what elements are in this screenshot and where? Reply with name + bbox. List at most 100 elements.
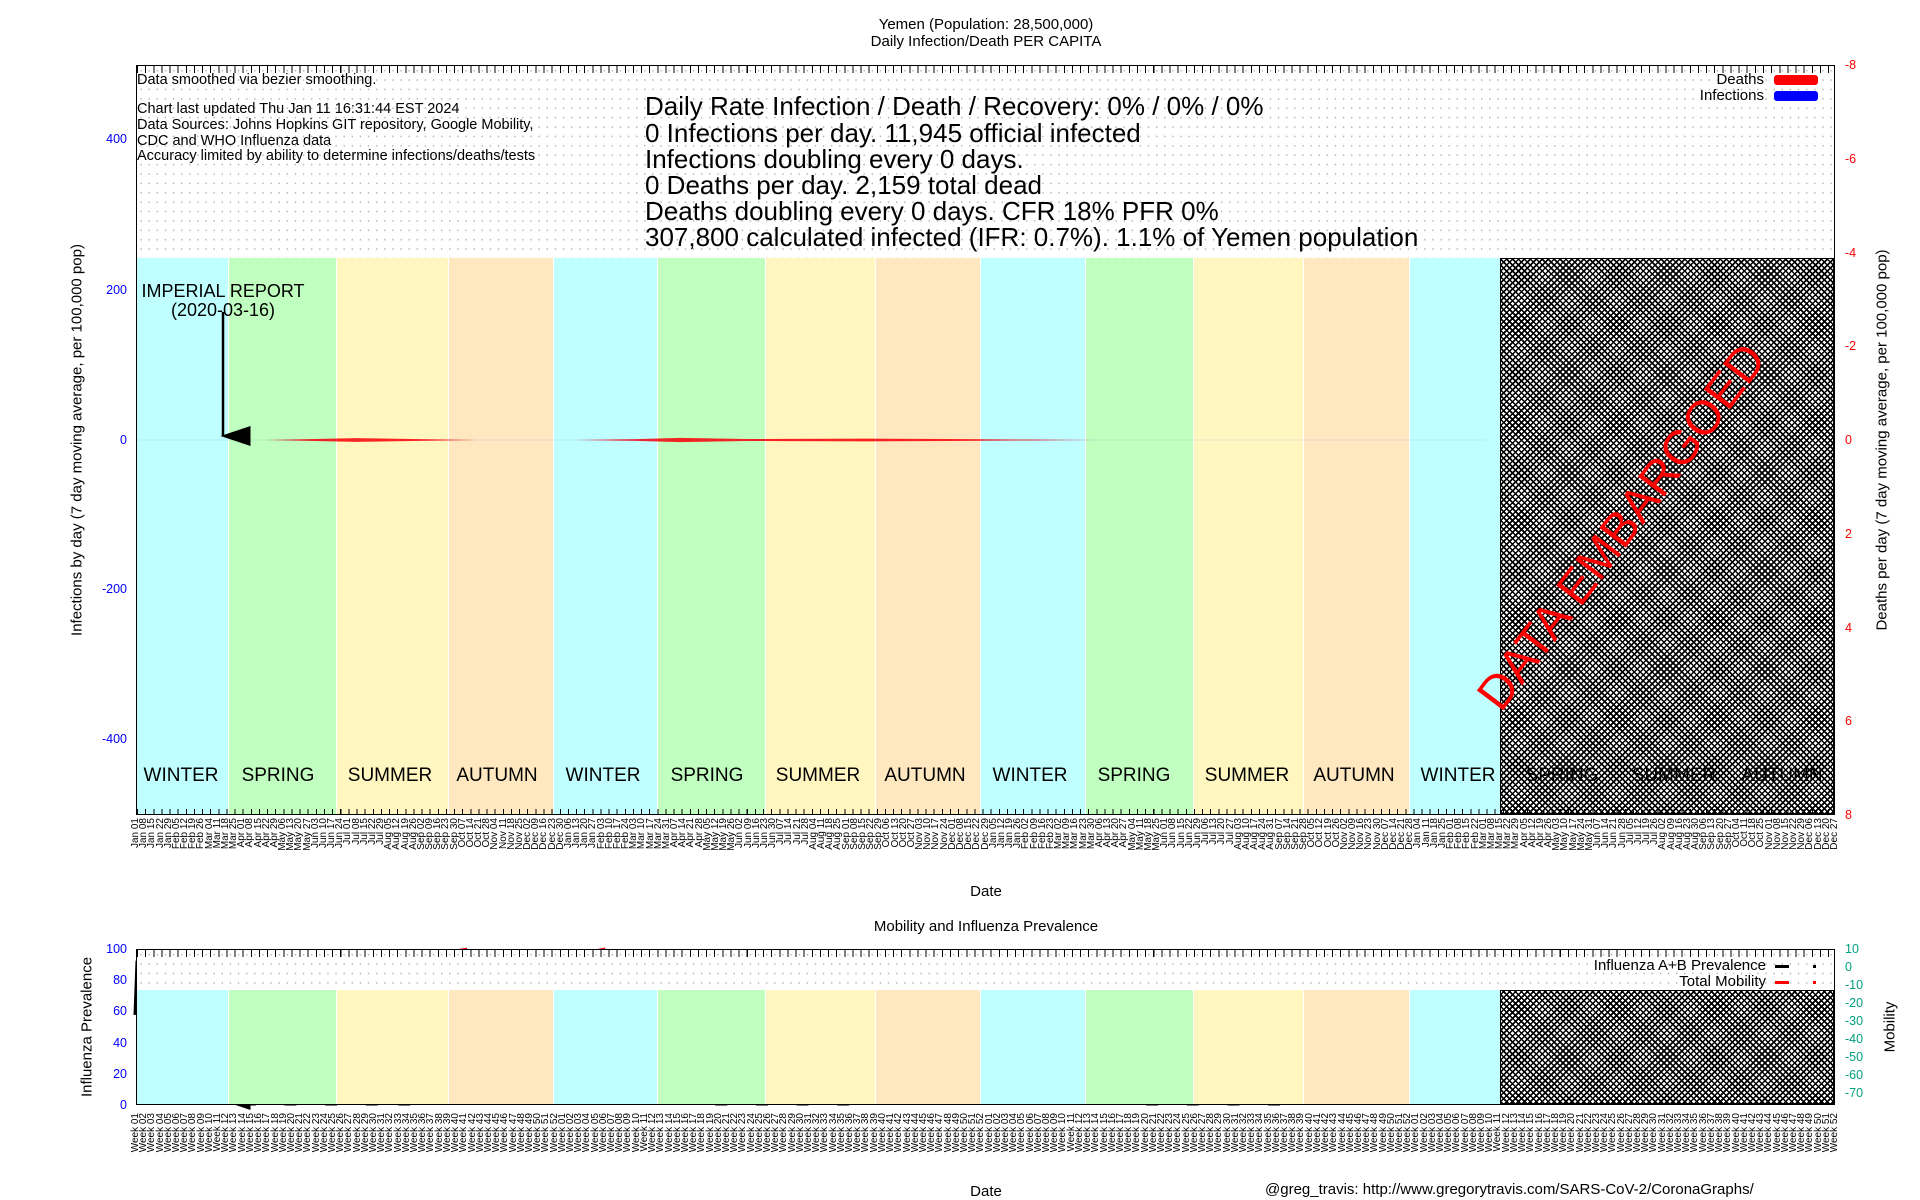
stat-infections: 0 Infections per day. 11,945 official in… — [645, 118, 1141, 148]
season-band-autumn — [449, 990, 553, 1104]
lower-y-axis-label-right: Mobility — [1881, 1001, 1899, 1053]
x-tick-label: Dec 27 — [1829, 818, 1840, 850]
grid — [137, 66, 1833, 258]
lower-y-tick-right: -10 — [1845, 978, 1864, 992]
main-x-axis-label: Date — [970, 883, 1002, 900]
y-tick-left: -200 — [101, 582, 127, 596]
lower-y-tick-right: -70 — [1845, 1086, 1864, 1100]
season-band-winter — [137, 990, 228, 1104]
lower-y-tick-right: -40 — [1845, 1032, 1864, 1046]
season-band-summer — [337, 990, 448, 1104]
note-smoothing: Data smoothed via bezier smoothing. — [137, 72, 377, 88]
chart-title: Yemen (Population: 28,500,000) — [878, 16, 1094, 33]
imperial-report-label: IMPERIAL REPORT — [141, 281, 305, 301]
season-band-summer — [337, 258, 448, 814]
note-accuracy: Accuracy limited by ability to determine… — [137, 148, 536, 164]
y-tick-left: -400 — [101, 732, 127, 746]
season-band-summer — [766, 990, 875, 1104]
lower-y-tick-right: -20 — [1845, 996, 1864, 1010]
y-tick-left: 0 — [120, 433, 127, 447]
bottom-axis-ticks — [137, 809, 1833, 814]
main-y-axis-label-right: Deaths per day (7 day moving average, pe… — [1873, 249, 1891, 631]
note-sources: Data Sources: Johns Hopkins GIT reposito… — [137, 117, 534, 133]
legend-mobility-dot — [1813, 981, 1816, 984]
season-band-summer — [766, 258, 875, 814]
y-tick-right: 4 — [1845, 620, 1852, 635]
stat-death-doubling: Deaths doubling every 0 days. CFR 18% PF… — [645, 196, 1219, 226]
season-band-winter — [981, 258, 1085, 814]
legend-deaths-swatch — [1774, 75, 1818, 85]
season-label-winter: WINTER — [143, 765, 219, 786]
season-label-summer: SUMMER — [775, 765, 861, 786]
footer-credit: @greg_travis: http://www.gregorytravis.c… — [1265, 1181, 1754, 1198]
lower-y-tick-left: 0 — [120, 1098, 127, 1112]
y-tick-left: 200 — [106, 283, 127, 297]
season-label-summer: SUMMER — [347, 765, 433, 786]
lower-chart-title: Mobility and Influenza Prevalence — [873, 918, 1099, 935]
season-label-spring: SPRING — [670, 765, 744, 786]
lower-y-tick-right: -60 — [1845, 1068, 1864, 1082]
lower-y-tick-left: 20 — [113, 1066, 127, 1081]
season-band-autumn — [449, 258, 553, 814]
lower-x-axis-label: Date — [970, 1183, 1002, 1200]
season-band-summer — [1194, 258, 1303, 814]
main-plot-area — [136, 65, 1835, 815]
y-tick-right: 0 — [1845, 433, 1852, 447]
lower-y-axis-label-left: Influenza Prevalence — [78, 956, 96, 1098]
legend-infections-swatch — [1774, 91, 1818, 101]
lower-y-tick-right: -50 — [1845, 1050, 1864, 1064]
season-label-spring: SPRING — [1097, 765, 1171, 786]
season-band-summer — [1194, 990, 1303, 1104]
y-tick-right: -4 — [1845, 245, 1857, 260]
stat-daily-rate: Daily Rate Infection / Death / Recovery:… — [645, 91, 1264, 121]
legend-influenza-label: Influenza A+B Prevalence — [1593, 957, 1766, 974]
y-tick-right: 2 — [1845, 526, 1852, 541]
season-label-winter: WINTER — [565, 765, 641, 786]
stat-calculated-infected: 307,800 calculated infected (IFR: 0.7%).… — [645, 222, 1419, 252]
season-band-winter — [981, 990, 1085, 1104]
season-label-autumn: AUTUMN — [1313, 765, 1395, 786]
y-tick-right: -2 — [1845, 339, 1857, 354]
embargo-hatch-area — [1500, 258, 1834, 814]
season-label-autumn: AUTUMN — [456, 765, 538, 786]
legend-influenza-dot — [1813, 965, 1816, 968]
season-band-spring — [1086, 990, 1193, 1104]
season-band-spring — [229, 258, 336, 814]
season-band-autumn — [1304, 258, 1409, 814]
note-updated: Chart last updated Thu Jan 11 16:31:44 E… — [137, 101, 460, 117]
main-y-axis-label-left: Infections by day (7 day moving average,… — [68, 244, 86, 636]
season-band-winter — [1410, 258, 1501, 814]
season-band-autumn — [876, 258, 980, 814]
lower-y-tick-right: 10 — [1845, 942, 1859, 956]
season-label-summer: SUMMER — [1204, 765, 1290, 786]
lower-y-tick-left: 80 — [113, 973, 127, 988]
y-tick-right: -6 — [1845, 151, 1857, 166]
season-label-winter: WINTER — [1420, 765, 1496, 786]
y-tick-left: 400 — [106, 132, 127, 146]
stat-infection-doubling: Infections doubling every 0 days. — [645, 144, 1024, 174]
season-label-summer: SUMMER — [1631, 765, 1717, 786]
lower-y-tick-left: 100 — [106, 942, 127, 956]
legend-mobility-label: Total Mobility — [1679, 973, 1766, 990]
y-tick-right: -8 — [1845, 58, 1857, 72]
legend-infections-label: Infections — [1699, 87, 1764, 104]
y-tick-right: 8 — [1845, 808, 1852, 822]
season-band-winter — [554, 258, 657, 814]
season-label-winter: WINTER — [992, 765, 1068, 786]
season-band-autumn — [876, 990, 980, 1104]
legend-mobility-swatch — [1775, 981, 1789, 984]
season-band-spring — [1086, 258, 1193, 814]
season-band-winter — [1410, 990, 1501, 1104]
imperial-report-date: (2020-03-16) — [170, 300, 276, 320]
season-label-autumn: AUTUMN — [884, 765, 966, 786]
lower-top-axis-ticks — [137, 950, 1833, 957]
season-band-winter — [137, 258, 228, 814]
season-band-spring — [229, 990, 336, 1104]
lower-embargo-hatch-area — [1500, 990, 1834, 1104]
lower-y-tick-left: 40 — [113, 1035, 127, 1050]
note-sources-2: CDC and WHO Influenza data — [137, 133, 332, 149]
season-label-spring: SPRING — [1525, 765, 1599, 786]
season-label-autumn: AUTUMN — [1741, 765, 1823, 786]
y-tick-right: 6 — [1845, 714, 1852, 729]
season-band-spring — [658, 990, 765, 1104]
